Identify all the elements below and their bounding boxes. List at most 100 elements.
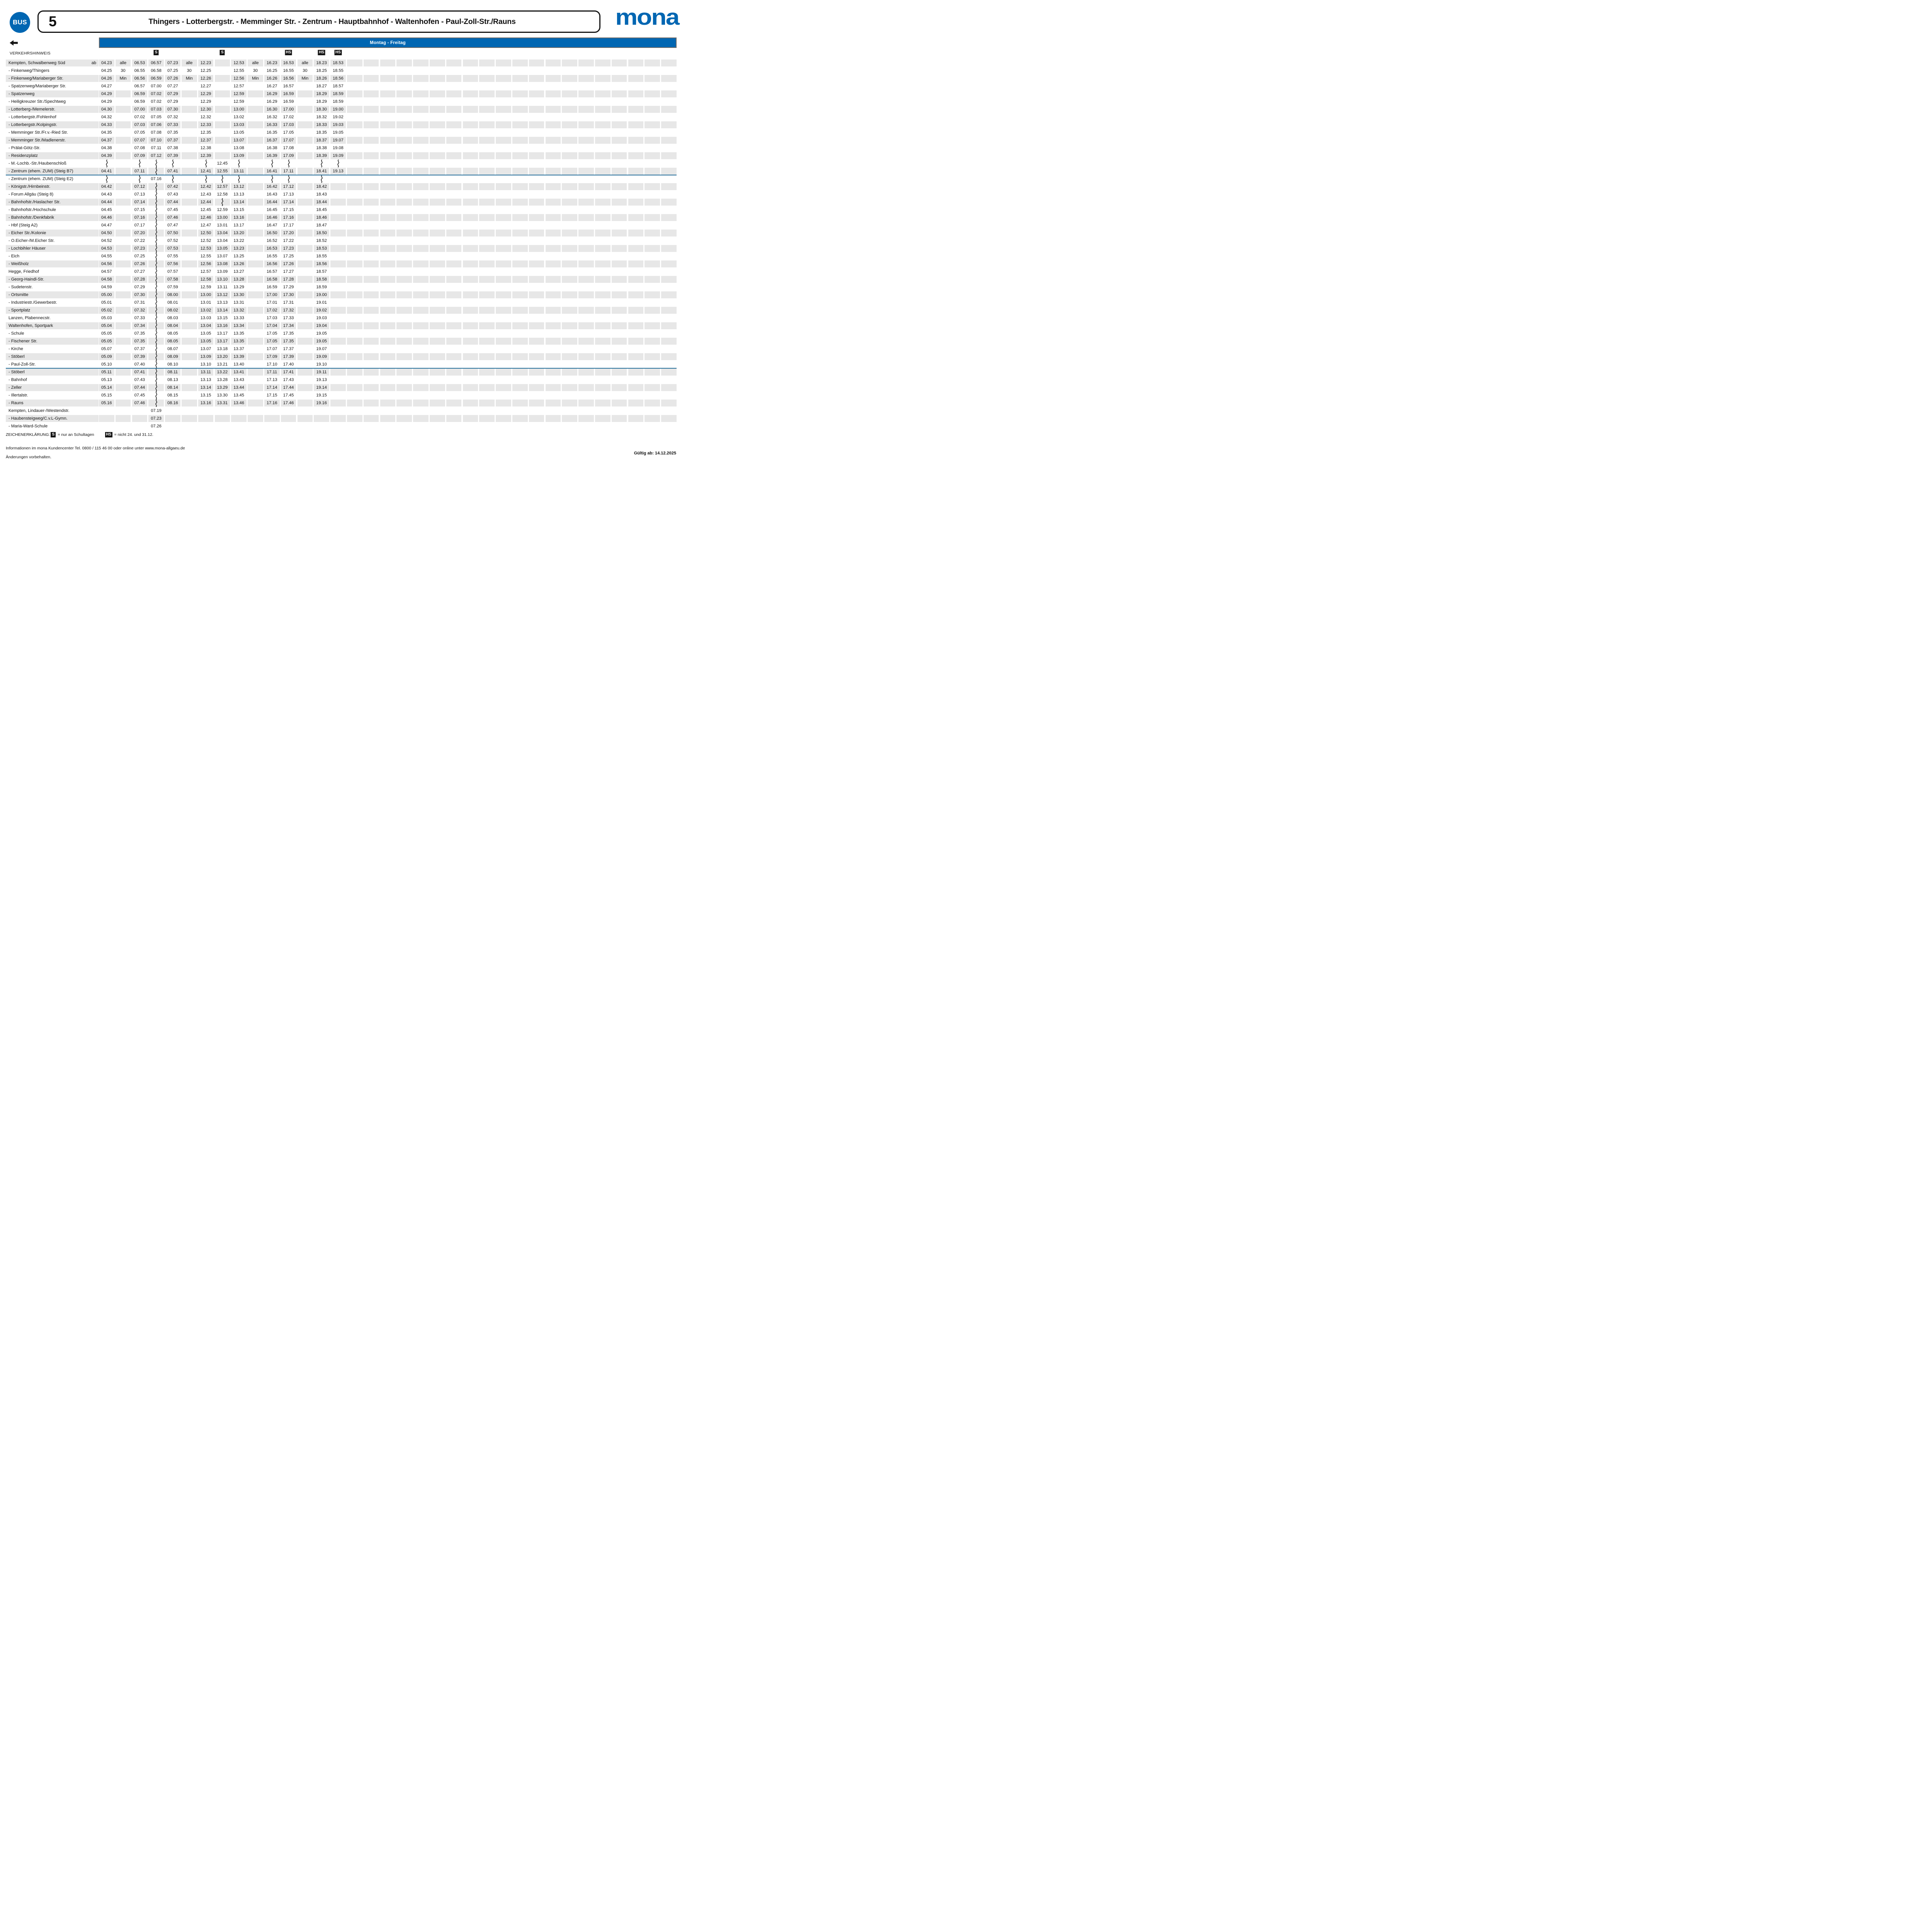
empty-cell bbox=[446, 353, 462, 360]
time-cell: 19.15 bbox=[316, 393, 327, 398]
time-cell: 18.55 bbox=[316, 254, 327, 259]
time-cell: 04.55 bbox=[101, 254, 112, 259]
time-cell: 19.03 bbox=[316, 316, 327, 320]
empty-cell bbox=[396, 67, 412, 74]
empty-cell bbox=[529, 330, 544, 337]
empty-cell bbox=[446, 392, 462, 399]
empty-time-cell bbox=[115, 260, 131, 267]
empty-cell bbox=[595, 60, 611, 66]
empty-cell bbox=[364, 407, 379, 414]
holiday-text: = nicht 24. und 31.12. bbox=[114, 432, 153, 437]
empty-cell bbox=[413, 145, 429, 151]
empty-cell bbox=[430, 222, 445, 229]
empty-cell bbox=[628, 230, 644, 236]
empty-time-cell bbox=[248, 260, 263, 267]
empty-time-cell bbox=[115, 369, 131, 376]
table-row: - Schule 05.05 07.35 08.05 13.05 13.17 13.35 17… bbox=[0, 330, 682, 337]
empty-cell bbox=[463, 106, 478, 113]
route-skip-cell bbox=[281, 175, 296, 183]
empty-cell bbox=[645, 299, 660, 306]
route-title: Thingers - Lotterbergstr. - Memminger St… bbox=[148, 17, 516, 26]
empty-cell bbox=[446, 175, 462, 182]
legend: ZEICHENERKLÄRUNG: S = nur an Schultagen … bbox=[6, 432, 153, 437]
time-cell: 17.17 bbox=[283, 223, 294, 228]
time-cell: 08.00 bbox=[165, 291, 180, 298]
empty-time-cell bbox=[182, 392, 197, 399]
empty-cell bbox=[363, 60, 379, 66]
empty-cell bbox=[347, 253, 362, 260]
empty-time-cell bbox=[264, 415, 280, 422]
empty-cell bbox=[628, 98, 644, 105]
time-cell: 17.05 bbox=[266, 331, 277, 336]
route-skip-cell bbox=[148, 245, 164, 252]
time-cell: 12.38 bbox=[200, 146, 211, 150]
empty-cell bbox=[645, 345, 660, 352]
time-cell: 17.46 bbox=[281, 400, 296, 407]
empty-cell bbox=[479, 214, 495, 221]
holiday-symbol: HS bbox=[105, 432, 112, 437]
empty-time-cell bbox=[165, 423, 180, 430]
table-row: - Königstr./Hirnbeinstr. 04.42 07.12 07.42 1… bbox=[0, 183, 682, 191]
empty-time-cell bbox=[248, 384, 263, 391]
time-cell: 07.35 bbox=[132, 338, 148, 345]
time-cell: 07.10 bbox=[148, 137, 164, 144]
empty-time-cell bbox=[248, 423, 263, 430]
empty-cell bbox=[512, 222, 528, 229]
empty-cell bbox=[562, 67, 577, 74]
time-cell: 13.28 bbox=[231, 276, 247, 283]
empty-cell bbox=[645, 423, 660, 430]
empty-time-cell bbox=[298, 160, 313, 167]
time-cell: 07.00 bbox=[132, 106, 148, 113]
empty-cell bbox=[611, 353, 627, 360]
empty-cell bbox=[430, 75, 445, 82]
empty-cell bbox=[578, 90, 594, 97]
route-skip-cell bbox=[198, 160, 214, 167]
time-cell: 07.12 bbox=[132, 183, 148, 190]
empty-time-cell bbox=[248, 361, 263, 368]
time-cell: 17.45 bbox=[283, 393, 294, 398]
empty-cell bbox=[446, 129, 462, 136]
time-cell: 13.31 bbox=[233, 300, 244, 305]
empty-cell bbox=[595, 345, 611, 352]
empty-cell bbox=[413, 276, 429, 283]
empty-time-cell bbox=[297, 400, 313, 407]
time-cell: 16.46 bbox=[264, 214, 280, 221]
time-cell: 13.23 bbox=[231, 245, 247, 252]
empty-time-cell bbox=[182, 276, 197, 283]
time-cell: 06.59 bbox=[148, 75, 164, 82]
empty-cell bbox=[496, 245, 511, 252]
empty-cell bbox=[661, 369, 677, 376]
empty-cell bbox=[496, 137, 511, 144]
empty-time-cell bbox=[298, 191, 313, 198]
empty-cell bbox=[645, 307, 660, 314]
time-cell: 05.02 bbox=[99, 307, 114, 314]
time-cell: 16.23 bbox=[264, 60, 280, 66]
empty-time-cell bbox=[248, 369, 263, 376]
time-cell: 17.40 bbox=[283, 362, 294, 367]
empty-cell bbox=[578, 299, 594, 306]
station-name: - Kirche bbox=[9, 347, 23, 351]
empty-cell bbox=[562, 137, 577, 144]
time-cell: 17.10 bbox=[266, 362, 277, 367]
route-skip-cell bbox=[132, 175, 148, 183]
empty-time-cell bbox=[248, 168, 263, 175]
empty-cell bbox=[562, 384, 577, 391]
empty-cell bbox=[396, 376, 412, 383]
route-skip-cell bbox=[165, 175, 180, 183]
time-cell: 16.35 bbox=[266, 130, 277, 135]
empty-cell bbox=[380, 114, 396, 121]
route-skip-squiggle-icon bbox=[155, 183, 157, 191]
empty-cell bbox=[611, 152, 627, 159]
time-cell: 07.43 bbox=[134, 378, 145, 382]
empty-cell bbox=[529, 175, 544, 182]
route-skip-cell bbox=[330, 160, 346, 167]
empty-time-cell bbox=[116, 114, 131, 121]
empty-cell bbox=[661, 222, 677, 229]
empty-cell bbox=[463, 199, 478, 206]
empty-cell bbox=[364, 315, 379, 322]
empty-cell bbox=[595, 322, 611, 329]
empty-cell bbox=[413, 253, 429, 260]
departure-marker: ab bbox=[91, 61, 96, 65]
time-cell: 17.26 bbox=[281, 260, 296, 267]
station-name: - Finkenweg/Thingers bbox=[9, 68, 49, 73]
